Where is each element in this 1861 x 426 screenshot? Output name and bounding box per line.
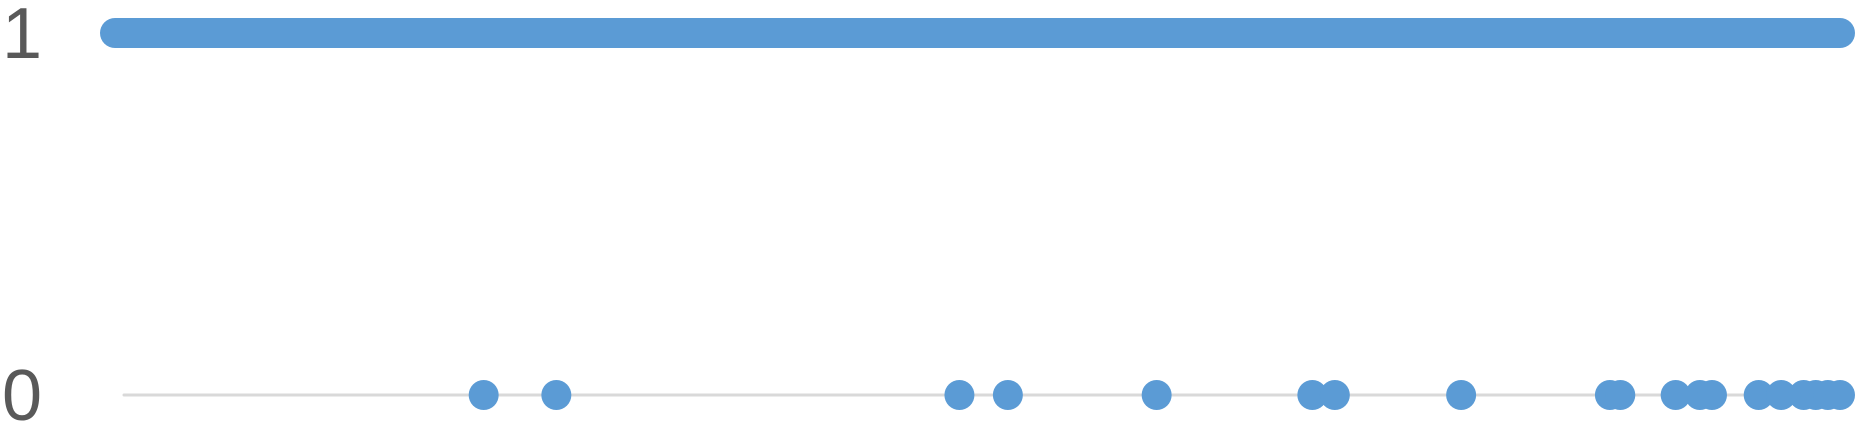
data-point-6: [1319, 380, 1350, 410]
data-point-7: [1446, 380, 1477, 410]
data-point-5: [1297, 380, 1328, 410]
data-point-18: [1825, 380, 1855, 410]
data-point-3: [992, 380, 1023, 410]
y-tick-label-0: 0: [2, 356, 42, 426]
data-point-9: [1605, 380, 1636, 410]
data-point-13: [1743, 380, 1774, 410]
y-tick-label-1: 1: [2, 0, 42, 74]
data-point-1: [541, 380, 572, 410]
data-point-14: [1766, 380, 1797, 410]
y-axis: 01: [2, 0, 42, 426]
data-point-0: [468, 380, 499, 410]
data-point-12: [1696, 380, 1727, 410]
plot-area: [100, 18, 1855, 410]
data-point-10: [1660, 380, 1691, 410]
data-point-4: [1141, 380, 1172, 410]
data-point-2: [944, 380, 975, 410]
